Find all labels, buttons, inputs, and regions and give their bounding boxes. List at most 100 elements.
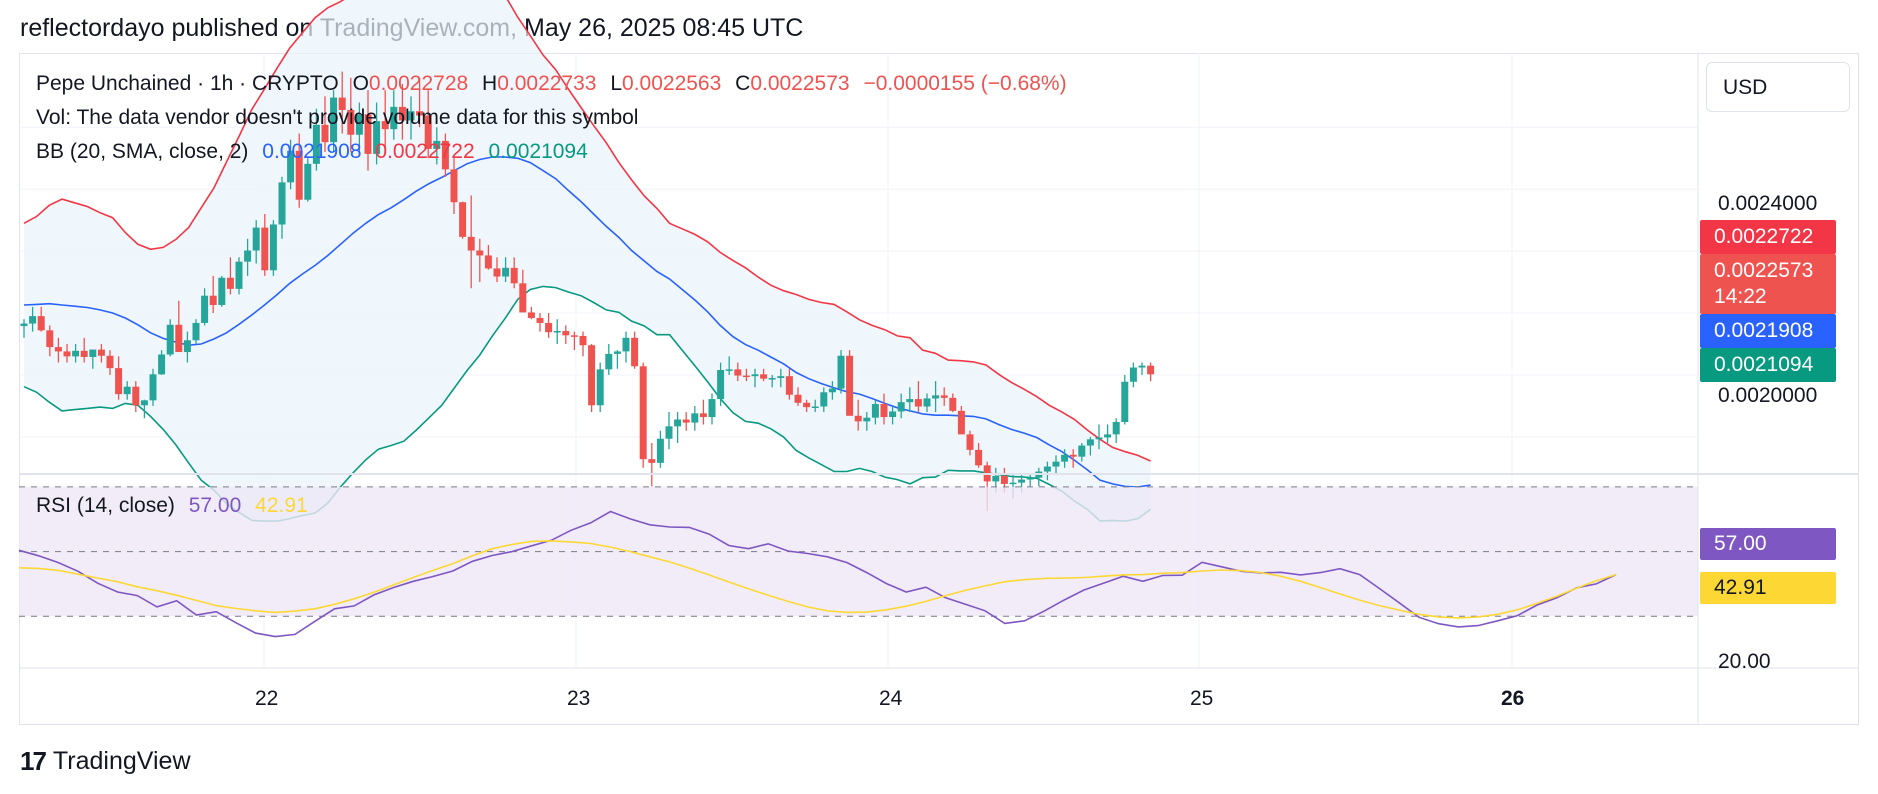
currency-selector[interactable]: USD (1706, 62, 1850, 112)
time-tick-label: 26 (1501, 687, 1524, 710)
candle-body (570, 335, 578, 337)
candle-body (295, 150, 303, 200)
candle-body (321, 124, 329, 143)
candle-body (631, 337, 639, 367)
time-tick-label: 25 (1190, 687, 1213, 710)
candle-body (63, 351, 71, 357)
candle-body (588, 345, 596, 406)
candle-body (441, 140, 449, 170)
rsi-tick-label: 20.00 (1718, 650, 1771, 673)
candle-body (1009, 482, 1017, 485)
bb-upper-price-label: 0.0022722 (1700, 220, 1836, 254)
candle-body (175, 324, 183, 353)
candle-body (72, 350, 80, 357)
candle-body (622, 337, 630, 352)
candle-body (140, 400, 148, 406)
candle-body (149, 374, 157, 401)
candlestick-series (20, 71, 1155, 512)
candle-body (433, 140, 441, 149)
candle-body (596, 369, 604, 406)
candle-body (493, 268, 501, 277)
candle-body (940, 395, 948, 398)
bb-fill (24, 0, 1151, 522)
candle-body (957, 410, 965, 435)
candle-body (390, 106, 398, 130)
candle-body (132, 386, 140, 406)
symbol-legend[interactable]: Pepe Unchained · 1h · CRYPTO O0.0022728 … (36, 72, 1075, 96)
rsi-label: RSI (14, close) (36, 494, 175, 517)
close-label: C (735, 72, 751, 95)
candle-body (424, 115, 432, 149)
candle-body (1052, 461, 1060, 467)
bb-basis-value: 0.0021908 (262, 140, 362, 163)
candle-body (29, 316, 37, 324)
candle-body (897, 402, 905, 412)
candle-body (1104, 434, 1112, 438)
tradingview-logo[interactable]: 17 TradingView (20, 746, 191, 777)
candle-body (1129, 367, 1137, 382)
candle-body (476, 250, 484, 256)
candle-body (218, 277, 226, 305)
candle-body (613, 351, 621, 354)
bb-legend[interactable]: BB (20, SMA, close, 2) 0.0021908 0.00227… (36, 140, 596, 164)
candle-body (768, 378, 776, 380)
chart-frame (19, 53, 1859, 725)
candle-body (837, 355, 845, 389)
time-tick-label: 23 (567, 687, 590, 710)
candle-body (20, 323, 28, 327)
candle-body (158, 354, 166, 375)
candle-body (846, 355, 854, 416)
candle-body (889, 411, 897, 418)
candle-body (330, 97, 338, 143)
rsi-ma-line (18, 540, 1617, 619)
candle-body (244, 250, 252, 262)
candle-body (1000, 475, 1008, 484)
time-tick-label: 24 (879, 687, 903, 710)
candle-body (312, 124, 320, 164)
bb-lower-price-label: 0.0021094 (1700, 348, 1836, 382)
symbol-title: Pepe Unchained · 1h · CRYPTO (36, 72, 339, 95)
candle-body (252, 227, 260, 251)
candle-body (287, 150, 295, 183)
rsi-legend[interactable]: RSI (14, close) 57.00 42.91 (36, 494, 316, 518)
candle-body (192, 322, 200, 341)
high-label: H (482, 72, 498, 95)
candle-body (373, 121, 381, 154)
candle-body (201, 295, 209, 323)
candle-body (407, 111, 415, 121)
candle-body (235, 261, 243, 289)
bb-upper-value: 0.0022722 (375, 140, 475, 163)
candle-body (364, 114, 372, 154)
candle-body (183, 340, 191, 353)
time-tick-label: 22 (255, 687, 278, 710)
candle-body (751, 374, 759, 377)
candle-body (37, 316, 45, 331)
candle-body (278, 182, 286, 225)
tradingview-brand: TradingView (52, 747, 191, 775)
candle-body (1138, 365, 1146, 368)
candle-body (209, 295, 217, 305)
candle-body (871, 404, 879, 418)
volume-note: Vol: The data vendor doesn't provide vol… (36, 106, 639, 129)
candle-body (46, 330, 54, 348)
candle-body (398, 106, 406, 121)
candle-body (794, 394, 802, 403)
candle-body (553, 330, 561, 333)
bb-upper-line (23, 0, 1151, 462)
candle-body (992, 475, 1000, 482)
low-value: 0.0022563 (622, 72, 722, 95)
candle-body (966, 434, 974, 450)
open-value: 0.0022728 (368, 72, 469, 95)
candle-body (97, 349, 105, 356)
candle-body (682, 419, 690, 423)
candle-body (949, 397, 957, 411)
change-value: −0.0000155 (−0.68%) (863, 72, 1067, 95)
candle-body (820, 392, 828, 407)
candle-body (545, 322, 553, 333)
candle-body (510, 267, 518, 284)
candle-body (863, 417, 871, 422)
candle-body (717, 369, 725, 400)
candle-body (828, 388, 836, 393)
candle-body (381, 121, 389, 130)
